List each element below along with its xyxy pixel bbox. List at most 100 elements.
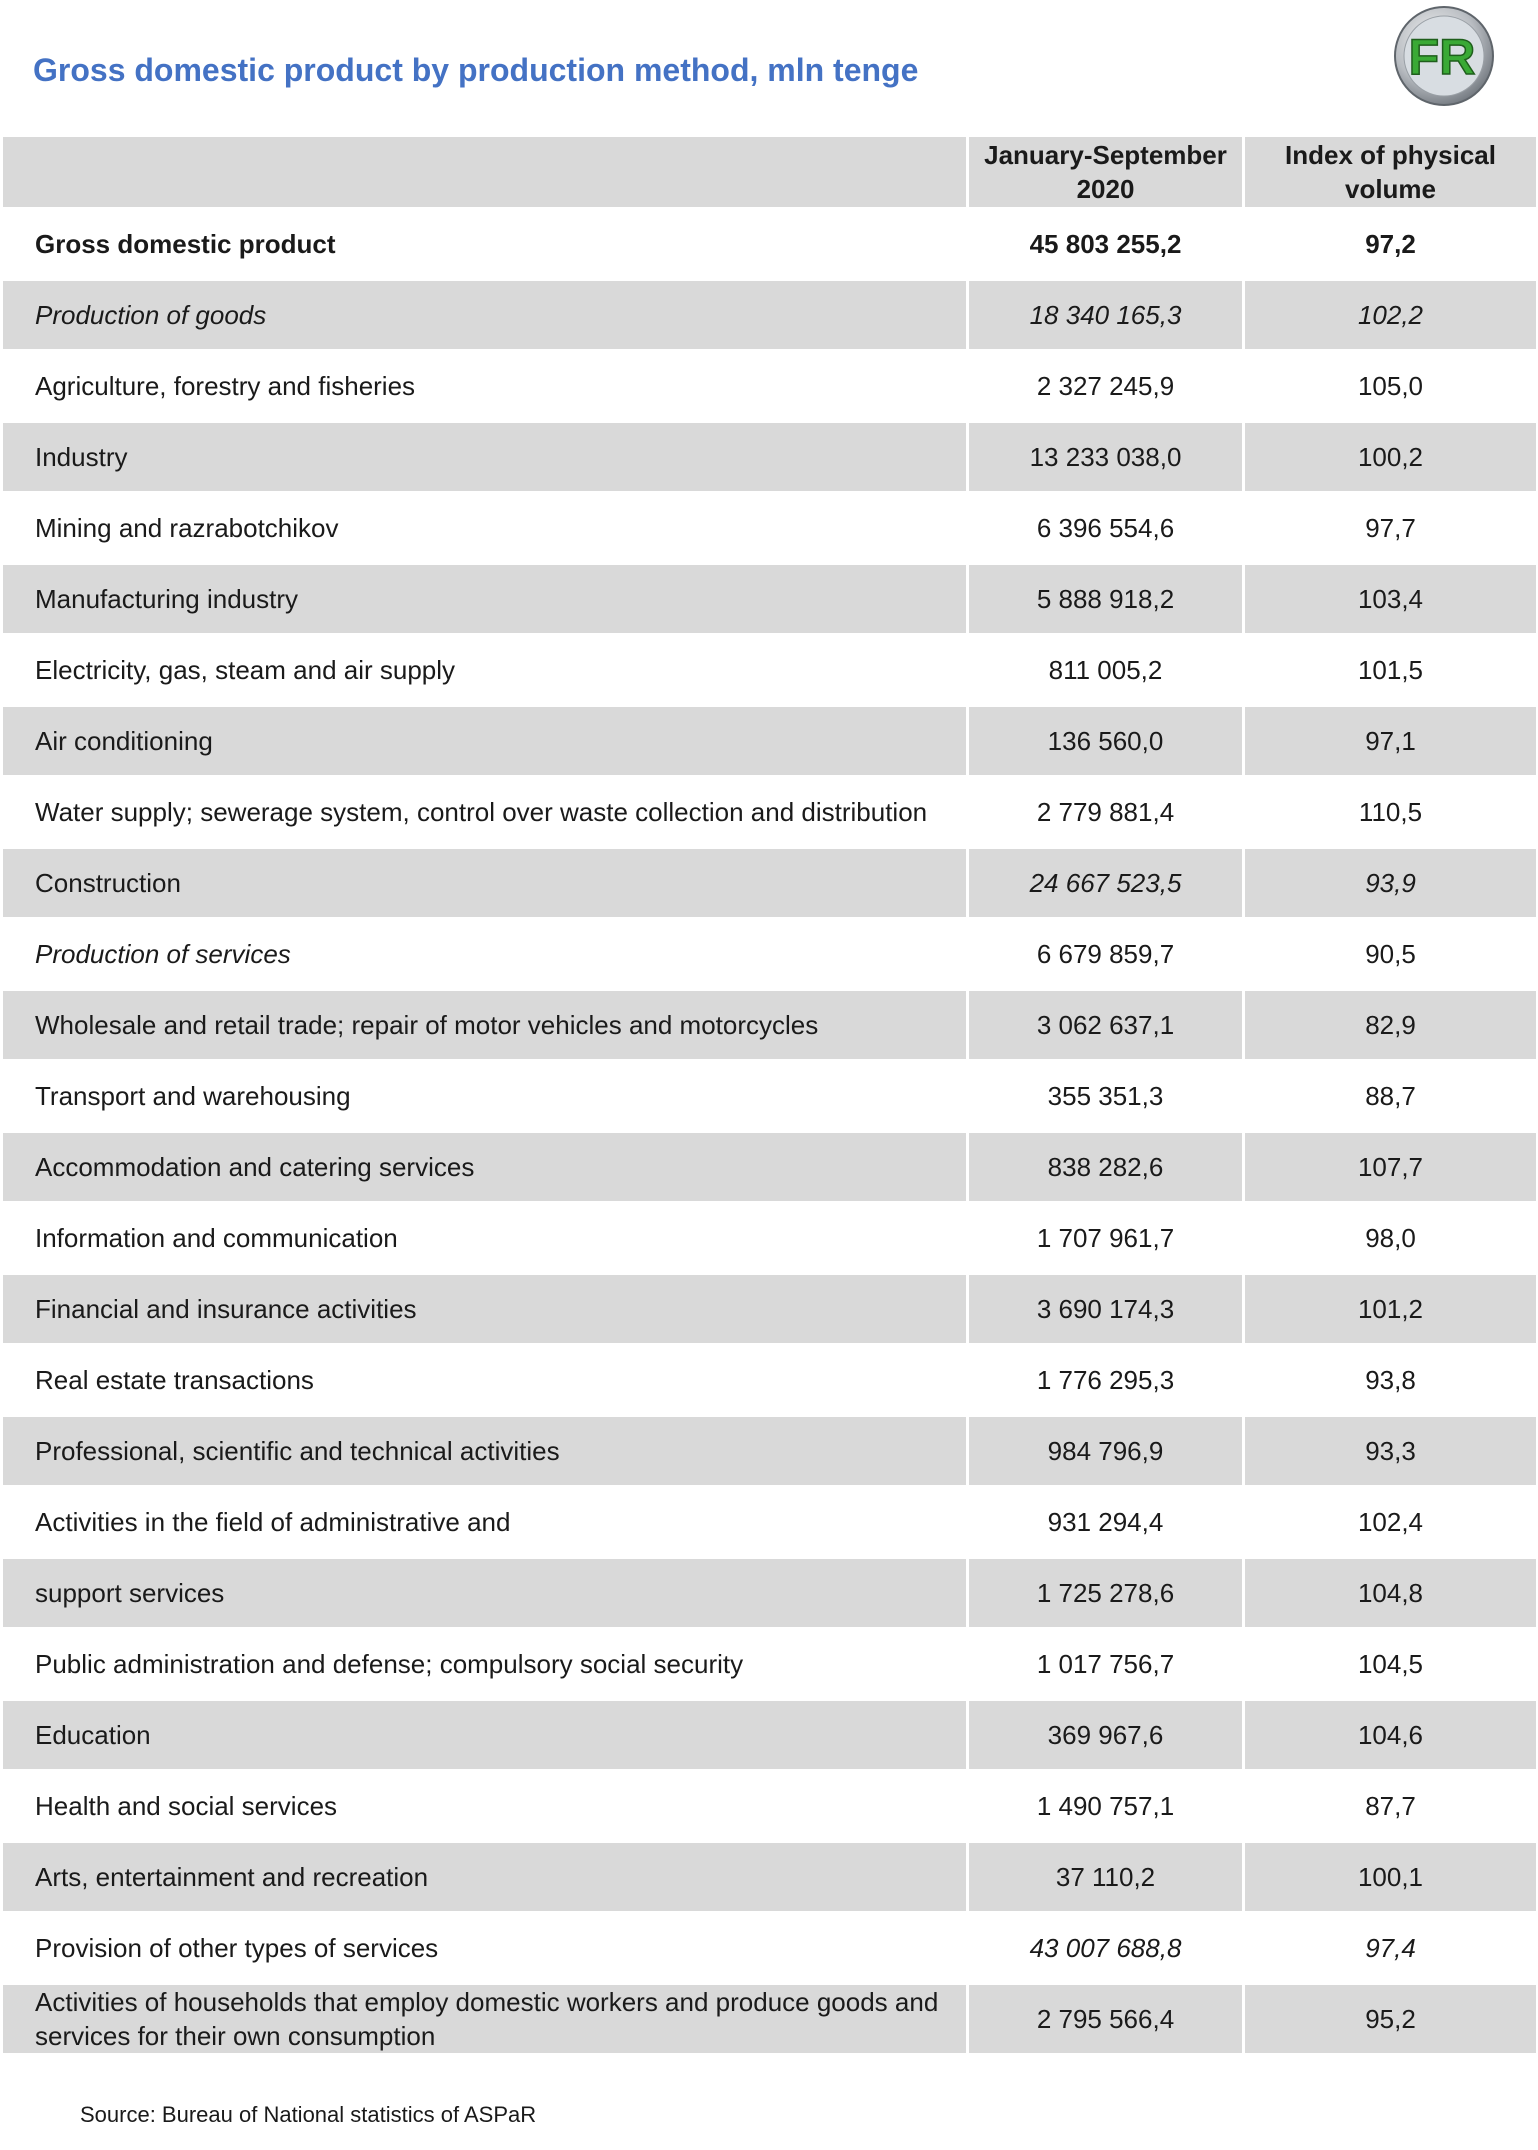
fr-logo-icon: FR [1394, 6, 1494, 106]
table-row: Transport and warehousing 355 351,3 88,7 [3, 1059, 1536, 1130]
row-index: 101,5 [1245, 633, 1536, 704]
table-row: Information and communication 1 707 961,7… [3, 1201, 1536, 1272]
row-value: 984 796,9 [969, 1414, 1242, 1485]
table-row: Arts, entertainment and recreation 37 110… [3, 1840, 1536, 1911]
row-value: 24 667 523,5 [969, 846, 1242, 917]
table-row: Accommodation and catering services 838 2… [3, 1130, 1536, 1201]
gdp-table: January-September 2020 Index of physical… [0, 137, 1538, 2053]
row-index: 87,7 [1245, 1769, 1536, 1840]
row-label: Activities in the field of administrativ… [3, 1485, 966, 1556]
table-row: Real estate transactions 1 776 295,3 93,8 [3, 1343, 1536, 1414]
row-index: 102,2 [1245, 278, 1536, 349]
row-index: 105,0 [1245, 349, 1536, 420]
row-label: Water supply; sewerage system, control o… [3, 775, 966, 846]
source-note: Source: Bureau of National statistics of… [80, 2102, 537, 2127]
table-row: Water supply; sewerage system, control o… [3, 775, 1536, 846]
table-row: Financial and insurance activities 3 690 … [3, 1272, 1536, 1343]
row-label: Arts, entertainment and recreation [3, 1840, 966, 1911]
row-label: Provision of other types of services [3, 1911, 966, 1982]
row-index: 100,1 [1245, 1840, 1536, 1911]
row-value: 369 967,6 [969, 1698, 1242, 1769]
row-value: 811 005,2 [969, 633, 1242, 704]
row-index: 101,2 [1245, 1272, 1536, 1343]
row-index: 103,4 [1245, 562, 1536, 633]
table-row: Production of goods 18 340 165,3 102,2 [3, 278, 1536, 349]
table-row: Activities in the field of administrativ… [3, 1485, 1536, 1556]
row-index: 107,7 [1245, 1130, 1536, 1201]
row-label: Transport and warehousing [3, 1059, 966, 1130]
row-index: 88,7 [1245, 1059, 1536, 1130]
table-row: Air conditioning 136 560,0 97,1 [3, 704, 1536, 775]
row-value: 18 340 165,3 [969, 278, 1242, 349]
row-label: Production of goods [3, 278, 966, 349]
row-label: Public administration and defense; compu… [3, 1627, 966, 1698]
row-label: Education [3, 1698, 966, 1769]
table-row: Manufacturing industry 5 888 918,2 103,4 [3, 562, 1536, 633]
table-row: Activities of households that employ dom… [3, 1982, 1536, 2053]
page-title: Gross domestic product by production met… [33, 52, 919, 88]
row-value: 3 062 637,1 [969, 988, 1242, 1059]
table-row: Mining and razrabotchikov 6 396 554,6 97,7 [3, 491, 1536, 562]
row-value: 45 803 255,2 [969, 207, 1242, 278]
row-label: Activities of households that employ dom… [3, 1982, 966, 2053]
row-value: 931 294,4 [969, 1485, 1242, 1556]
row-value: 1 725 278,6 [969, 1556, 1242, 1627]
svg-text:FR: FR [1409, 29, 1476, 85]
row-label: Production of services [3, 917, 966, 988]
row-label: Gross domestic product [3, 207, 966, 278]
row-value: 13 233 038,0 [969, 420, 1242, 491]
table-row: Education 369 967,6 104,6 [3, 1698, 1536, 1769]
table-row: Public administration and defense; compu… [3, 1627, 1536, 1698]
row-value: 5 888 918,2 [969, 562, 1242, 633]
table-row: Industry 13 233 038,0 100,2 [3, 420, 1536, 491]
row-index: 104,5 [1245, 1627, 1536, 1698]
row-label: Manufacturing industry [3, 562, 966, 633]
table-row: Health and social services 1 490 757,1 87,… [3, 1769, 1536, 1840]
row-label: Mining and razrabotchikov [3, 491, 966, 562]
row-label: Information and communication [3, 1201, 966, 1272]
table-row: Provision of other types of services 43 0… [3, 1911, 1536, 1982]
row-index: 95,2 [1245, 1982, 1536, 2053]
table-row: Wholesale and retail trade; repair of mo… [3, 988, 1536, 1059]
row-value: 6 679 859,7 [969, 917, 1242, 988]
column-header-index: Index of physical volume [1245, 137, 1536, 207]
row-value: 1 490 757,1 [969, 1769, 1242, 1840]
row-label: Wholesale and retail trade; repair of mo… [3, 988, 966, 1059]
row-value: 1 707 961,7 [969, 1201, 1242, 1272]
row-index: 98,0 [1245, 1201, 1536, 1272]
row-label: Industry [3, 420, 966, 491]
row-label: Accommodation and catering services [3, 1130, 966, 1201]
row-label: Agriculture, forestry and fisheries [3, 349, 966, 420]
table-row: support services 1 725 278,6 104,8 [3, 1556, 1536, 1627]
column-header-period: January-September 2020 [969, 137, 1242, 207]
row-index: 104,8 [1245, 1556, 1536, 1627]
row-value: 1 017 756,7 [969, 1627, 1242, 1698]
row-index: 102,4 [1245, 1485, 1536, 1556]
table-row: Electricity, gas, steam and air supply 81… [3, 633, 1536, 704]
row-label: Electricity, gas, steam and air supply [3, 633, 966, 704]
row-value: 1 776 295,3 [969, 1343, 1242, 1414]
row-index: 82,9 [1245, 988, 1536, 1059]
row-value: 2 795 566,4 [969, 1982, 1242, 2053]
row-label: Health and social services [3, 1769, 966, 1840]
column-header-label [3, 137, 966, 207]
row-label: Financial and insurance activities [3, 1272, 966, 1343]
row-index: 100,2 [1245, 420, 1536, 491]
row-value: 136 560,0 [969, 704, 1242, 775]
row-index: 110,5 [1245, 775, 1536, 846]
row-value: 3 690 174,3 [969, 1272, 1242, 1343]
row-value: 2 779 881,4 [969, 775, 1242, 846]
row-value: 838 282,6 [969, 1130, 1242, 1201]
row-label: Air conditioning [3, 704, 966, 775]
table-row: Production of services 6 679 859,7 90,5 [3, 917, 1536, 988]
row-label: Construction [3, 846, 966, 917]
row-index: 93,9 [1245, 846, 1536, 917]
row-value: 43 007 688,8 [969, 1911, 1242, 1982]
row-index: 93,8 [1245, 1343, 1536, 1414]
table-row: Agriculture, forestry and fisheries 2 327… [3, 349, 1536, 420]
table-header-row: January-September 2020 Index of physical… [3, 137, 1536, 207]
row-label: Real estate transactions [3, 1343, 966, 1414]
table-row: Professional, scientific and technical a… [3, 1414, 1536, 1485]
row-index: 97,2 [1245, 207, 1536, 278]
row-value: 6 396 554,6 [969, 491, 1242, 562]
